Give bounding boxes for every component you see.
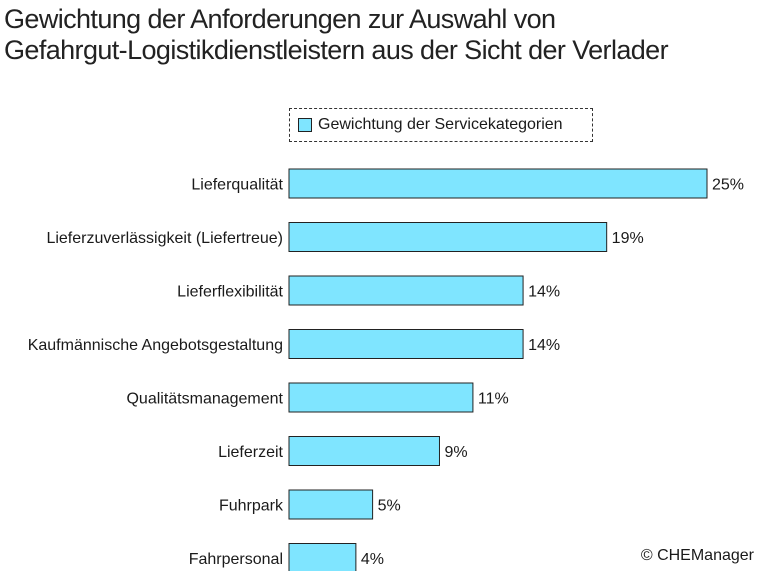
- chart-legend: Gewichtung der Servicekategorien: [289, 108, 593, 142]
- category-label-2: Lieferflexibilität: [177, 284, 283, 301]
- value-label-2: 14%: [528, 284, 560, 301]
- category-label-0: Lieferqualität: [191, 177, 283, 194]
- bar-3: [288, 329, 524, 359]
- category-label-5: Lieferzeit: [218, 444, 283, 461]
- legend-swatch: [298, 118, 312, 132]
- source-credit: © CHEManager: [640, 547, 754, 564]
- chart-title: Gewichtung der Anforderungen zur Auswahl…: [4, 4, 756, 66]
- bar-7: [288, 543, 357, 571]
- value-label-3: 14%: [528, 337, 560, 354]
- chart-title-line-2: Gefahrgut-Logistikdienstleistern aus der…: [4, 35, 669, 65]
- legend-label: Gewichtung der Servicekategorien: [318, 116, 563, 133]
- chart-title-line-1: Gewichtung der Anforderungen zur Auswahl…: [4, 4, 556, 34]
- value-label-4: 11%: [478, 391, 509, 408]
- category-label-4: Qualitätsmanagement: [126, 391, 283, 408]
- bar-4: [288, 382, 474, 413]
- bar-2: [288, 275, 524, 306]
- value-label-0: 25%: [712, 177, 744, 194]
- category-label-3: Kaufmännische Angebotsgestaltung: [28, 337, 283, 354]
- category-label-1: Lieferzuverlässigkeit (Liefertreue): [46, 230, 283, 247]
- bar-1: [288, 222, 608, 252]
- bar-6: [288, 489, 374, 520]
- category-label-7: Fahrpersonal: [189, 551, 283, 568]
- value-label-7: 4%: [361, 551, 384, 568]
- category-label-6: Fuhrpark: [219, 498, 284, 515]
- bar-5: [288, 436, 440, 466]
- value-label-5: 9%: [444, 444, 467, 461]
- value-label-6: 5%: [378, 498, 401, 515]
- value-label-1: 19%: [612, 230, 644, 247]
- bar-0: [288, 168, 708, 199]
